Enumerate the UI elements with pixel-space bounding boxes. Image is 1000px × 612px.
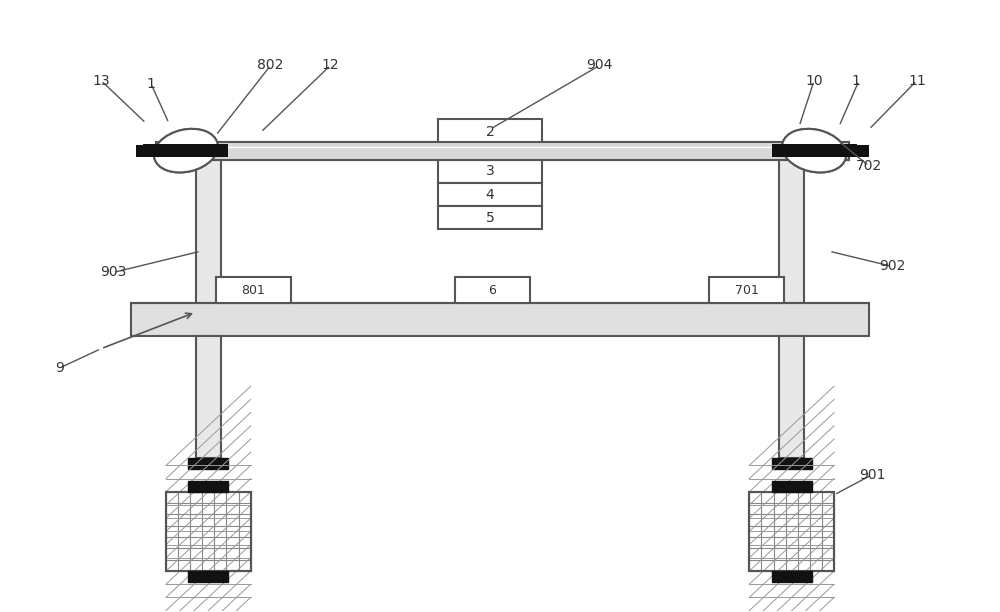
- Text: 903: 903: [100, 266, 126, 280]
- Bar: [849, 144, 869, 157]
- Ellipse shape: [154, 129, 218, 173]
- Text: 3: 3: [486, 165, 494, 178]
- Bar: [772, 571, 812, 582]
- Bar: [709, 277, 784, 303]
- Bar: [136, 144, 156, 157]
- Bar: [156, 141, 849, 160]
- Bar: [779, 160, 804, 306]
- Bar: [196, 337, 221, 458]
- Text: 701: 701: [735, 283, 759, 297]
- Bar: [143, 144, 228, 157]
- Bar: [749, 492, 834, 571]
- Text: 702: 702: [856, 159, 882, 173]
- Bar: [772, 144, 857, 157]
- Bar: [188, 458, 228, 469]
- Text: 801: 801: [241, 283, 265, 297]
- Text: 2: 2: [486, 125, 494, 139]
- Text: 11: 11: [908, 73, 926, 88]
- Bar: [779, 337, 804, 458]
- Text: 9: 9: [55, 361, 64, 375]
- Text: 1: 1: [852, 73, 866, 88]
- Text: 902: 902: [879, 259, 905, 274]
- Bar: [131, 303, 869, 337]
- Bar: [438, 183, 542, 206]
- Bar: [772, 458, 812, 469]
- Bar: [455, 277, 530, 303]
- Bar: [188, 481, 228, 492]
- Bar: [156, 141, 849, 160]
- Ellipse shape: [782, 129, 846, 173]
- Bar: [196, 160, 221, 306]
- Ellipse shape: [782, 129, 846, 173]
- Bar: [166, 492, 251, 571]
- Text: 12: 12: [322, 58, 339, 72]
- Ellipse shape: [154, 129, 218, 173]
- Bar: [216, 277, 291, 303]
- Text: 4: 4: [486, 187, 494, 201]
- Bar: [166, 492, 251, 571]
- Text: 802: 802: [257, 58, 284, 72]
- Text: 10: 10: [805, 73, 823, 88]
- Bar: [143, 144, 228, 157]
- Bar: [772, 144, 857, 157]
- Bar: [438, 206, 542, 230]
- Text: 904: 904: [587, 58, 613, 72]
- Bar: [782, 144, 802, 157]
- Text: 901: 901: [859, 468, 885, 482]
- Bar: [772, 481, 812, 492]
- Bar: [438, 119, 542, 144]
- Bar: [188, 571, 228, 582]
- Bar: [749, 492, 834, 571]
- Bar: [438, 160, 542, 183]
- Text: 1: 1: [147, 76, 155, 91]
- Text: 5: 5: [486, 211, 494, 225]
- Text: 13: 13: [92, 73, 110, 88]
- Text: 6: 6: [489, 283, 496, 297]
- Bar: [198, 144, 218, 157]
